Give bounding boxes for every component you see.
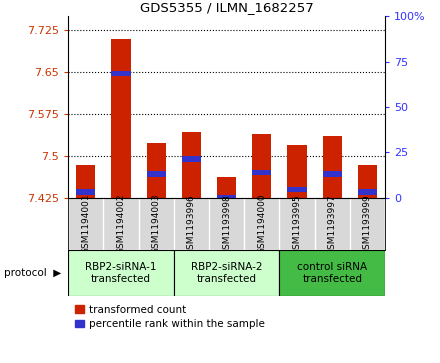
Text: GSM1193996: GSM1193996 — [187, 194, 196, 254]
Bar — [182, 132, 201, 198]
Bar — [323, 171, 342, 177]
Bar — [182, 156, 201, 162]
Text: GSM1193997: GSM1193997 — [328, 194, 337, 254]
Text: GSM1194000: GSM1194000 — [257, 194, 266, 254]
Bar — [147, 171, 166, 177]
Bar — [323, 136, 342, 198]
Text: GSM1193998: GSM1193998 — [222, 194, 231, 254]
Bar — [252, 170, 271, 175]
Bar — [147, 143, 166, 198]
Legend: transformed count, percentile rank within the sample: transformed count, percentile rank withi… — [73, 303, 267, 331]
Text: RBP2-siRNA-2
transfected: RBP2-siRNA-2 transfected — [191, 262, 262, 284]
Bar — [111, 39, 131, 198]
Bar — [358, 189, 377, 195]
Text: GSM1193999: GSM1193999 — [363, 194, 372, 254]
Bar — [68, 250, 174, 296]
Title: GDS5355 / ILMN_1682257: GDS5355 / ILMN_1682257 — [140, 1, 313, 14]
Text: GSM1194003: GSM1194003 — [152, 194, 161, 254]
Text: GSM1193995: GSM1193995 — [293, 194, 301, 254]
Bar — [287, 145, 307, 198]
Bar — [76, 166, 95, 198]
Bar — [174, 250, 279, 296]
Bar — [76, 189, 95, 195]
Bar — [358, 166, 377, 198]
Bar — [217, 177, 236, 198]
Text: GSM1194002: GSM1194002 — [117, 194, 125, 254]
Text: control siRNA
transfected: control siRNA transfected — [297, 262, 367, 284]
Text: GSM1194001: GSM1194001 — [81, 194, 90, 254]
Text: RBP2-siRNA-1
transfected: RBP2-siRNA-1 transfected — [85, 262, 157, 284]
Bar — [287, 187, 307, 192]
Bar — [252, 134, 271, 198]
Bar — [111, 70, 131, 76]
Bar — [217, 195, 236, 201]
Text: protocol  ▶: protocol ▶ — [4, 268, 62, 278]
Bar — [279, 250, 385, 296]
